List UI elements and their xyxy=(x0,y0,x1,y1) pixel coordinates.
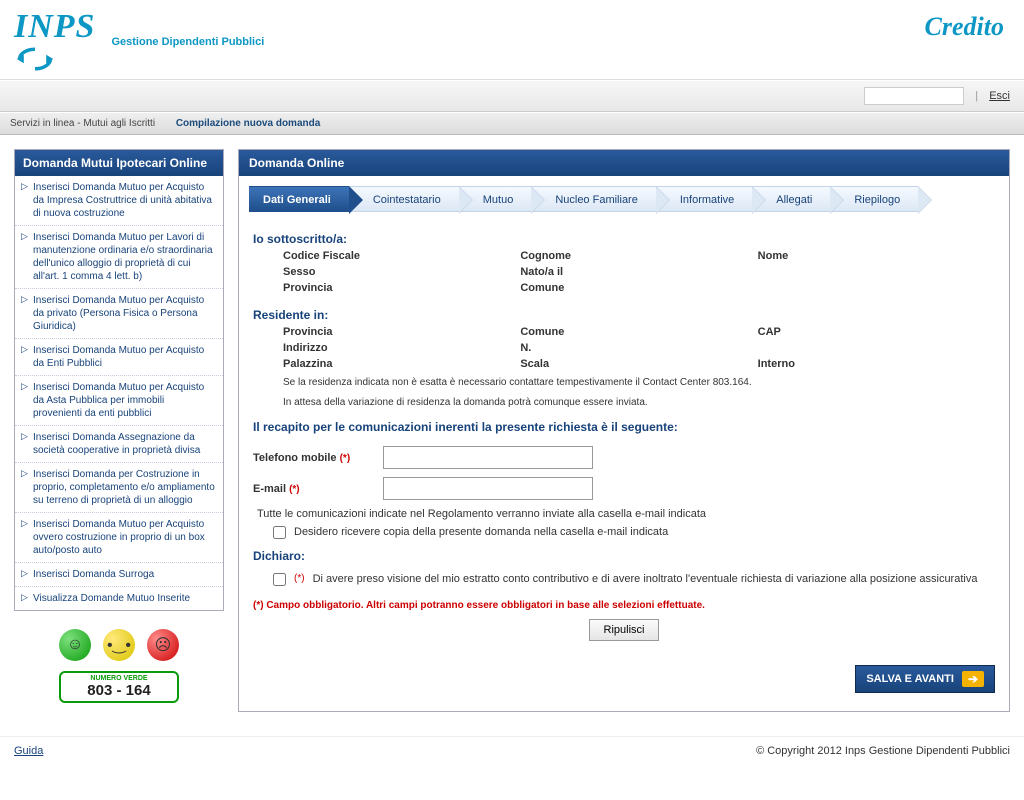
wizard-steps: Dati GeneraliCointestatarioMutuoNucleo F… xyxy=(239,176,1009,218)
field-label: Indirizzo xyxy=(283,342,520,354)
sidebar-item-1[interactable]: Inserisci Domanda Mutuo per Lavori di ma… xyxy=(15,226,223,289)
field-label: Palazzina xyxy=(283,358,520,370)
sidebar-item-9[interactable]: Visualizza Domande Mutuo Inserite xyxy=(15,587,223,610)
numero-verde-label: NUMERO VERDE xyxy=(67,675,171,682)
required-warning: (*) Campo obbligatorio. Altri campi potr… xyxy=(253,600,995,611)
residenza-note-1: Se la residenza indicata non è esatta è … xyxy=(283,376,995,390)
step-informative[interactable]: Informative xyxy=(656,186,752,212)
field-label xyxy=(758,266,995,278)
neutral-face-icon[interactable]: •‿• xyxy=(103,629,135,661)
dichiaro-checkbox[interactable] xyxy=(273,573,286,586)
happy-face-icon[interactable]: ☺ xyxy=(59,629,91,661)
logo-subtitle: Gestione Dipendenti Pubblici xyxy=(111,36,264,48)
logo-text: INPS xyxy=(14,8,95,46)
field-label: Cognome xyxy=(520,250,757,262)
field-label: Interno xyxy=(758,358,995,370)
save-next-label: SALVA E AVANTI xyxy=(866,673,954,685)
residenza-note-2: In attesa della variazione di residenza … xyxy=(283,396,995,410)
email-input[interactable] xyxy=(383,477,593,500)
breadcrumb: Servizi in linea - Mutui agli Iscritti C… xyxy=(0,112,1024,135)
sidebar-item-2[interactable]: Inserisci Domanda Mutuo per Acquisto da … xyxy=(15,289,223,339)
step-dati-generali[interactable]: Dati Generali xyxy=(249,186,349,212)
field-label xyxy=(758,342,995,354)
email-label: E-mail (*) xyxy=(253,483,373,495)
section-residente-title: Residente in: xyxy=(253,300,995,326)
arrow-right-icon: ➔ xyxy=(962,671,984,687)
field-label: Provincia xyxy=(283,282,520,294)
search-input[interactable] xyxy=(864,87,964,105)
main-title: Domanda Online xyxy=(239,150,1009,176)
footer: Guida © Copyright 2012 Inps Gestione Dip… xyxy=(0,736,1024,765)
section-sottoscritto-title: Io sottoscritto/a: xyxy=(253,224,995,250)
breadcrumb-parent[interactable]: Servizi in linea - Mutui agli Iscritti xyxy=(10,118,155,129)
guida-link[interactable]: Guida xyxy=(14,745,43,757)
numero-verde: NUMERO VERDE 803 - 164 xyxy=(59,671,179,703)
sidebar-item-5[interactable]: Inserisci Domanda Assegnazione da societ… xyxy=(15,426,223,463)
telefono-label: Telefono mobile (*) xyxy=(253,452,373,464)
field-label: Comune xyxy=(520,282,757,294)
sad-face-icon[interactable]: ☹ xyxy=(147,629,179,661)
field-label: Codice Fiscale xyxy=(283,250,520,262)
sidebar-item-8[interactable]: Inserisci Domanda Surroga xyxy=(15,563,223,587)
sidebar-item-7[interactable]: Inserisci Domanda Mutuo per Acquisto ovv… xyxy=(15,513,223,563)
field-label: N. xyxy=(520,342,757,354)
top-bar: | Esci xyxy=(0,80,1024,112)
sidebar-panel: Domanda Mutui Ipotecari Online Inserisci… xyxy=(14,149,224,611)
sidebar-title: Domanda Mutui Ipotecari Online xyxy=(15,150,223,176)
field-label: Nato/a il xyxy=(520,266,757,278)
logo: INPS Gestione Dipendenti Pubblici xyxy=(14,8,264,75)
dichiaro-text: Di avere preso visione del mio estratto … xyxy=(313,573,978,585)
logout-link[interactable]: Esci xyxy=(989,90,1010,102)
header-app-title: Credito xyxy=(925,12,1004,42)
regolamento-text: Tutte le comunicazioni indicate nel Rego… xyxy=(257,508,706,520)
sidebar-nav: Inserisci Domanda Mutuo per Acquisto da … xyxy=(15,176,223,610)
sidebar-item-3[interactable]: Inserisci Domanda Mutuo per Acquisto da … xyxy=(15,339,223,376)
section-dichiaro-title: Dichiaro: xyxy=(253,541,995,567)
section-recapito-title: Il recapito per le comunicazioni inerent… xyxy=(253,412,995,438)
save-next-button[interactable]: SALVA E AVANTI ➔ xyxy=(855,665,995,693)
copyright: © Copyright 2012 Inps Gestione Dipendent… xyxy=(756,745,1010,757)
numero-verde-number: 803 - 164 xyxy=(87,682,150,699)
telefono-input[interactable] xyxy=(383,446,593,469)
copia-email-checkbox[interactable] xyxy=(273,526,286,539)
sidebar-item-0[interactable]: Inserisci Domanda Mutuo per Acquisto da … xyxy=(15,176,223,226)
field-label: Comune xyxy=(520,326,757,338)
step-cointestatario[interactable]: Cointestatario xyxy=(349,186,459,212)
header: INPS Gestione Dipendenti Pubblici Credit… xyxy=(0,0,1024,80)
field-label: Sesso xyxy=(283,266,520,278)
dichiaro-req: (*) xyxy=(294,573,305,584)
step-nucleo-familiare[interactable]: Nucleo Familiare xyxy=(531,186,656,212)
logo-arrows-icon xyxy=(14,46,56,72)
separator: | xyxy=(975,90,978,102)
reset-button[interactable]: Ripulisci xyxy=(589,619,660,641)
breadcrumb-current: Compilazione nuova domanda xyxy=(176,118,320,129)
field-label: Nome xyxy=(758,250,995,262)
copia-email-label: Desidero ricevere copia della presente d… xyxy=(294,526,668,538)
sidebar-item-4[interactable]: Inserisci Domanda Mutuo per Acquisto da … xyxy=(15,376,223,426)
sidebar-item-6[interactable]: Inserisci Domanda per Costruzione in pro… xyxy=(15,463,223,513)
sottoscritto-fields: Codice FiscaleCognomeNome SessoNato/a ilP… xyxy=(283,250,995,294)
feedback-faces: ☺ •‿• ☹ xyxy=(14,629,224,661)
main-panel: Domanda Online Dati GeneraliCointestatar… xyxy=(238,149,1010,712)
residente-fields: ProvinciaComuneCAP IndirizzoN.PalazzinaSc… xyxy=(283,326,995,370)
field-label: Provincia xyxy=(283,326,520,338)
field-label: Scala xyxy=(520,358,757,370)
field-label xyxy=(758,282,995,294)
field-label: CAP xyxy=(758,326,995,338)
